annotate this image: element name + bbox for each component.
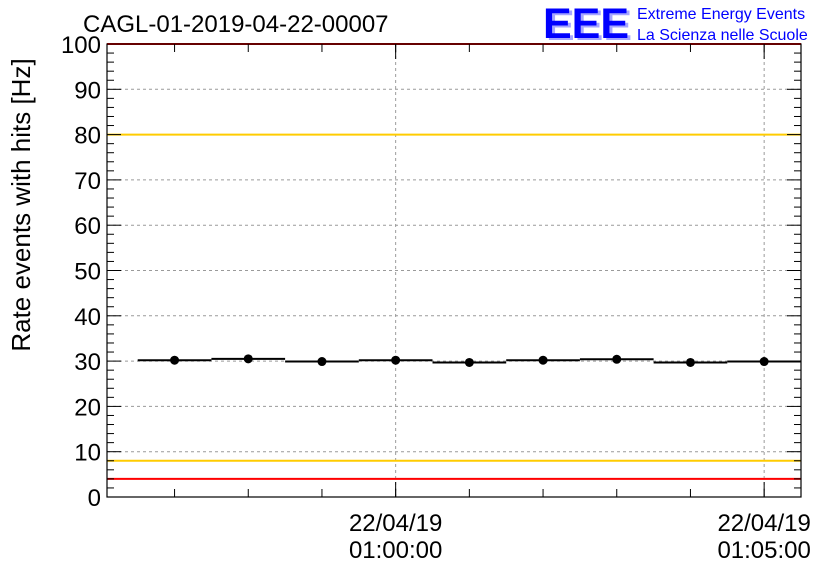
y-tick-label: 0 [88,485,101,512]
y-tick-label: 70 [74,168,101,195]
x-tick-time-label: 01:00:00 [349,537,442,564]
data-point [170,355,180,365]
data-point [759,357,769,367]
y-axis-label: Rate events with hits [Hz] [6,58,36,351]
eee-logo-line2: La Scienza nelle Scuole [637,27,808,44]
y-tick-label: 50 [74,259,101,286]
y-tick-label: 100 [61,32,101,59]
y-tick-label: 10 [74,440,101,467]
data-point [538,355,548,365]
eee-logo-line1: Extreme Energy Events [637,6,805,23]
data-point [391,355,401,365]
data-series [137,354,801,367]
x-tick-date-label: 22/04/19 [717,510,810,537]
y-tick-label: 90 [74,77,101,104]
eee-logo-shadow: EEE [546,2,632,50]
data-point [317,357,327,367]
y-tick-label: 60 [74,213,101,240]
y-tick-label: 20 [74,394,101,421]
x-tick-date-label: 22/04/19 [349,510,442,537]
chart-title: CAGL-01-2019-04-22-00007 [83,11,389,38]
x-tick-time-label: 01:05:00 [717,537,810,564]
data-point [243,354,253,364]
eee-logo: EEE EEE Extreme Energy Events La Scienza… [543,0,808,50]
y-tick-label: 80 [74,123,101,150]
eee-logo-mark: EEE [543,0,629,48]
axes: 010203040506070809010022/04/1901:00:0022… [61,32,811,564]
y-tick-label: 30 [74,349,101,376]
plot-frame [106,43,802,498]
y-tick-label: 40 [74,304,101,331]
data-point [685,357,695,367]
data-point [464,357,474,367]
data-point [612,354,622,364]
